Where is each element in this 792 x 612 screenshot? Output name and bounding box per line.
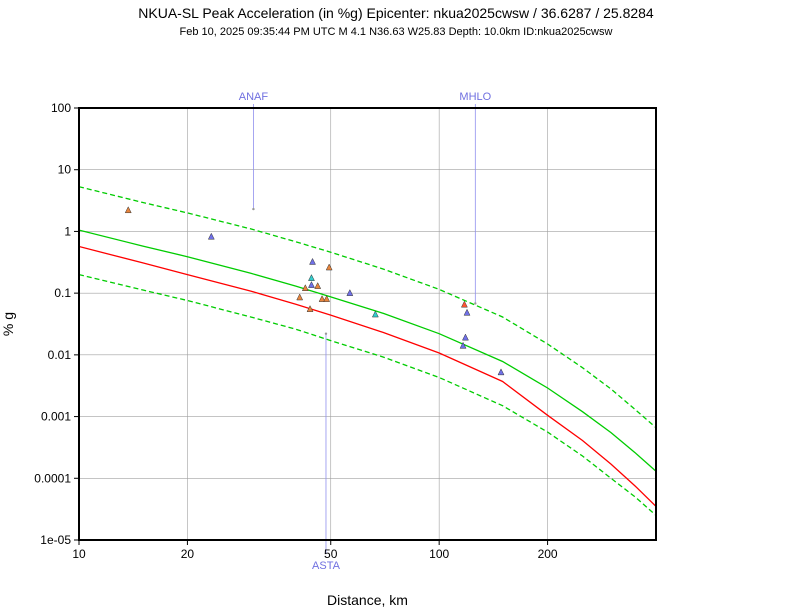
- x-tick-label: 10: [72, 547, 86, 561]
- station-dot: [474, 302, 477, 305]
- chart-title: NKUA-SL Peak Acceleration (in %g) Epicen…: [138, 5, 654, 21]
- y-tick-label: 1e-05: [40, 533, 71, 547]
- station-point: [463, 308, 471, 316]
- station-point: [371, 310, 379, 318]
- chart-subtitle: Feb 10, 2025 09:35:44 PM UTC M 4.1 N36.6…: [179, 26, 613, 38]
- station-point: [318, 295, 326, 302]
- station-point: [325, 263, 333, 271]
- station-label: MHLO: [459, 91, 491, 103]
- y-tick-label: 0.1: [54, 286, 71, 300]
- station-point: [296, 293, 304, 301]
- axis-ticks: 10 20 50 100 200 100 10 1 0.1 0.01 0.001 0.0001 1e-0…: [34, 101, 558, 561]
- x-axis-label: Distance, km: [327, 592, 408, 608]
- grid: [78, 107, 656, 541]
- station-point: [301, 284, 309, 292]
- y-tick-label: 100: [51, 101, 71, 115]
- y-tick-label: 0.0001: [34, 471, 71, 485]
- x-tick-label: 200: [538, 547, 558, 561]
- station-point: [308, 281, 315, 288]
- y-tick-label: 1: [64, 224, 71, 238]
- station-point: [207, 232, 215, 240]
- station-point: [459, 341, 467, 349]
- station-point: [497, 368, 505, 376]
- fit-lines: [79, 186, 656, 516]
- y-tick-label: 0.001: [41, 410, 71, 424]
- station-point: [346, 289, 354, 296]
- plot-frame: [78, 107, 657, 541]
- station-label: ASTA: [312, 560, 341, 572]
- station-label: ANAF: [239, 91, 269, 103]
- station-point: [323, 295, 331, 302]
- x-tick-label: 100: [429, 547, 449, 561]
- station-point: [309, 257, 316, 265]
- station-point: [124, 206, 132, 214]
- fit-plus-sigma-line: [79, 186, 656, 429]
- y-tick-label: 0.01: [48, 348, 72, 362]
- station-dot: [252, 207, 255, 211]
- station-dot: [324, 332, 328, 335]
- station-labels: ANAF MHLO ASTA: [239, 91, 492, 572]
- y-axis-label: % g: [0, 312, 16, 336]
- station-point: [462, 333, 469, 341]
- fit-minus-sigma-line: [79, 273, 656, 516]
- x-tick-label: 50: [324, 547, 338, 561]
- station-points: [124, 206, 505, 376]
- station-point: [306, 305, 314, 312]
- fit-median-line: [79, 229, 656, 472]
- fit-alternate-line: [79, 245, 656, 507]
- station-point: [460, 300, 468, 308]
- station-point: [308, 274, 315, 281]
- y-tick-label: 10: [58, 163, 72, 177]
- station-point: [314, 282, 322, 289]
- x-tick-label: 20: [181, 547, 195, 561]
